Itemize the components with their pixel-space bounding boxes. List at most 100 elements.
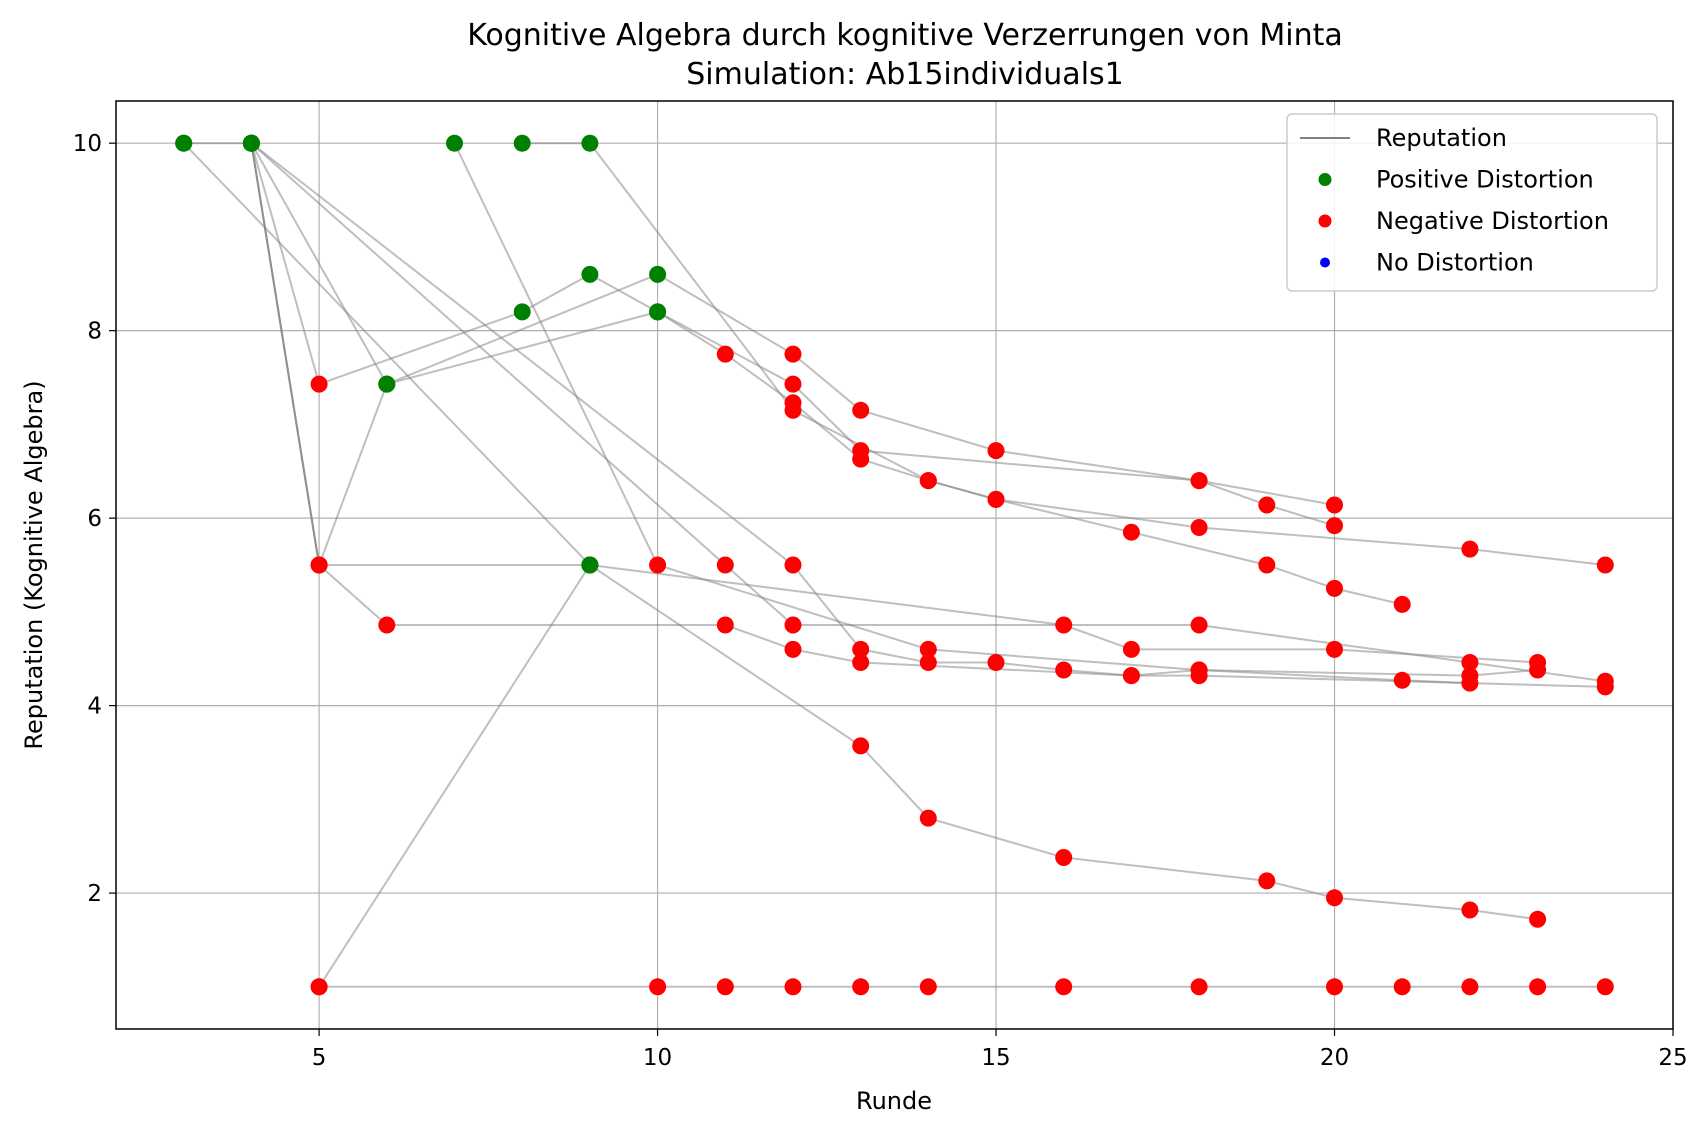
legend-box — [1286, 113, 1658, 292]
negative-distortion-point — [919, 472, 937, 490]
negative-distortion-point — [1393, 978, 1411, 996]
legend-marker-swatch — [1318, 173, 1332, 186]
negative-distortion-point — [852, 442, 870, 460]
y-tick-label: 6 — [87, 506, 102, 532]
negative-distortion-point — [852, 654, 870, 671]
reputation-line — [250, 142, 1335, 527]
reputation-line — [250, 142, 1538, 677]
negative-distortion-point — [784, 640, 802, 658]
negative-distortion-point — [1258, 872, 1276, 890]
axis-ticks: 5 10 15 20 25 2 4 6 8 10 — [73, 131, 1688, 1071]
reputation-line — [250, 142, 1606, 683]
positive-distortion-point — [513, 303, 531, 321]
negative-distortion-point — [1190, 978, 1208, 996]
negative-distortion-point — [784, 978, 802, 996]
positive-distortion-point — [513, 134, 531, 152]
negative-distortion-point — [1190, 616, 1208, 634]
negative-distortion-point — [1529, 978, 1547, 996]
negative-distortion-point — [1596, 978, 1614, 996]
positive-distortion-point — [446, 134, 463, 152]
negative-distortion-point — [1461, 654, 1479, 671]
x-tick-label: 5 — [312, 1045, 327, 1071]
positive-distortion-point — [649, 303, 667, 321]
negative-distortion-point — [1326, 496, 1343, 514]
x-tick-label: 10 — [643, 1045, 672, 1071]
negative-distortion-point — [649, 556, 667, 574]
negative-distortion-point — [987, 442, 1005, 460]
legend-label: Negative Distortion — [1376, 207, 1609, 235]
positive-distortion-point — [581, 556, 599, 574]
positive-distortion-point — [581, 134, 599, 152]
negative-distortion-point — [1190, 519, 1208, 536]
negative-distortion-point — [1326, 889, 1343, 907]
negative-distortion-point — [310, 556, 328, 574]
negative-distortion-point — [1461, 540, 1479, 558]
negative-distortion-point — [987, 490, 1005, 508]
negative-distortion-point — [1190, 472, 1208, 490]
positive-distortion-point — [242, 134, 260, 152]
x-tick-label: 20 — [1320, 1045, 1349, 1071]
negative-distortion-point — [1122, 667, 1140, 685]
negative-distortion-point — [1190, 661, 1208, 679]
negative-distortion-point — [1326, 978, 1343, 996]
negative-distortion-point — [919, 978, 937, 996]
reputation-line — [522, 142, 1606, 566]
positive-distortion-point — [378, 375, 396, 393]
reputation-line — [453, 142, 1470, 685]
negative-distortion-point — [1393, 595, 1411, 613]
negative-distortion-point — [1055, 661, 1073, 679]
negative-distortion-point — [919, 654, 937, 671]
y-tick-label: 10 — [73, 131, 102, 157]
x-tick-label: 25 — [1658, 1045, 1687, 1071]
data-points — [175, 134, 1614, 996]
negative-distortion-point — [1258, 496, 1276, 514]
legend-label: Reputation — [1376, 124, 1507, 152]
y-tick-label: 4 — [87, 694, 102, 720]
legend: Reputation Positive Distortion Negative Di… — [1286, 113, 1658, 292]
negative-distortion-point — [1055, 849, 1073, 866]
legend-label: No Distortion — [1376, 249, 1534, 277]
negative-distortion-point — [852, 640, 870, 658]
negative-distortion-point — [1596, 556, 1614, 574]
legend-marker-swatch — [1320, 257, 1330, 268]
negative-distortion-point — [852, 978, 870, 996]
legend-label: Positive Distortion — [1376, 166, 1594, 194]
negative-distortion-point — [1258, 556, 1276, 574]
negative-distortion-point — [1055, 978, 1073, 996]
plot-frame — [115, 100, 1674, 1030]
negative-distortion-point — [378, 616, 396, 634]
negative-distortion-point — [716, 345, 734, 363]
negative-distortion-point — [1393, 671, 1411, 689]
negative-distortion-point — [852, 737, 870, 755]
negative-distortion-point — [1461, 674, 1479, 692]
negative-distortion-point — [919, 809, 937, 827]
negative-distortion-point — [649, 978, 667, 996]
negative-distortion-point — [919, 640, 937, 658]
y-tick-label: 2 — [87, 881, 102, 907]
negative-distortion-point — [1055, 616, 1073, 634]
chart-subtitle: Simulation: Ab15individuals1 — [686, 57, 1124, 92]
negative-distortion-point — [784, 345, 802, 363]
negative-distortion-point — [1122, 523, 1140, 541]
negative-distortion-point — [716, 616, 734, 634]
negative-distortion-point — [1122, 640, 1140, 658]
negative-distortion-point — [1326, 640, 1343, 658]
negative-distortion-point — [716, 978, 734, 996]
negative-distortion-point — [1326, 517, 1343, 535]
y-tick-label: 8 — [87, 319, 102, 345]
y-axis-label: Reputation (Kognitive Algebra) — [20, 380, 48, 749]
negative-distortion-point — [784, 616, 802, 634]
negative-distortion-point — [987, 654, 1005, 671]
negative-distortion-point — [716, 556, 734, 574]
reputation-line — [318, 564, 591, 988]
negative-distortion-point — [852, 401, 870, 419]
negative-distortion-point — [784, 375, 802, 393]
negative-distortion-point — [310, 375, 328, 393]
negative-distortion-point — [310, 978, 328, 996]
x-tick-label: 15 — [981, 1045, 1010, 1071]
positive-distortion-point — [581, 265, 599, 283]
negative-distortion-point — [1529, 910, 1547, 928]
chart-title: Kognitive Algebra durch kognitive Verzer… — [467, 18, 1343, 53]
negative-distortion-point — [1326, 579, 1343, 597]
